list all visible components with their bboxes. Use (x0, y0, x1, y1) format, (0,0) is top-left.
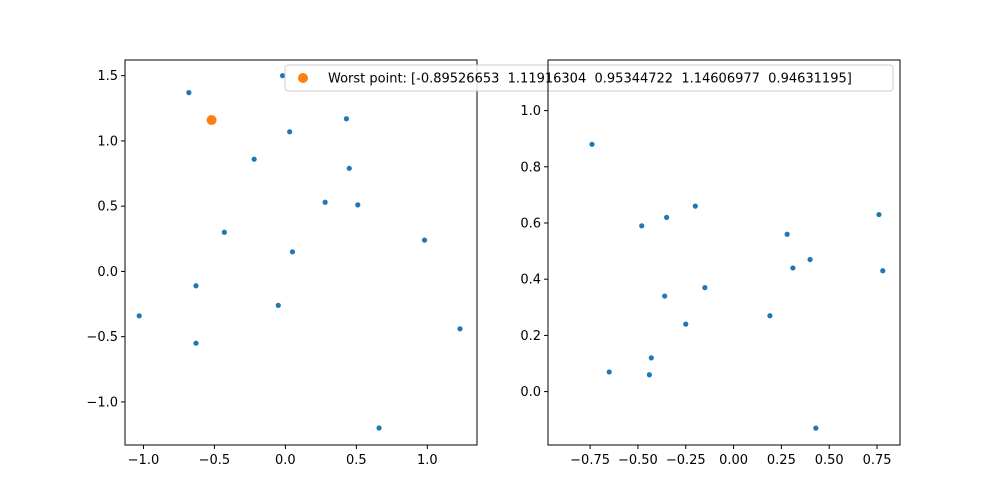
y-tick-label: 0.0 (520, 385, 541, 400)
x-tick-label: 0.25 (767, 453, 796, 468)
y-tick-label: −1.0 (86, 395, 118, 410)
data-point (876, 211, 882, 218)
x-tick-label: 0.0 (275, 453, 296, 468)
data-point (136, 313, 142, 319)
data-point (193, 283, 199, 289)
x-tick-label: −0.25 (666, 453, 706, 468)
x-tick-label: 0.5 (346, 453, 367, 468)
data-point (421, 237, 428, 243)
legend: Worst point: [-0.89526653 1.11916304 0.9… (284, 64, 894, 92)
x-tick-label: −1.0 (128, 453, 160, 468)
data-point (279, 73, 286, 79)
x-tick-label: −0.50 (618, 453, 658, 468)
series-1 (589, 141, 886, 431)
data-point (790, 265, 796, 271)
data-point (457, 326, 463, 332)
y-tick-label: 0.6 (520, 216, 541, 231)
series-1 (136, 73, 463, 431)
y-tick-label: 0.8 (520, 160, 541, 175)
axes-frame (547, 59, 901, 446)
data-point (767, 313, 773, 319)
data-point (376, 425, 382, 431)
data-point (646, 372, 652, 378)
x-tick-label: −0.5 (199, 453, 231, 468)
data-point (692, 203, 698, 209)
data-point (355, 202, 361, 208)
y-tick-label: 1.5 (97, 69, 118, 84)
data-point (186, 90, 192, 96)
x-tick-label: 0.00 (719, 453, 748, 468)
subplot-1: −1.0 −0.5 0.0 0.5 1.0 −1.0 −0.5 0.0 0.5 1.0 1.5 (86, 59, 478, 468)
data-point (702, 285, 708, 291)
data-point (639, 223, 645, 229)
data-point (287, 129, 293, 135)
y-tick-label: −0.5 (86, 330, 118, 345)
series-2 (206, 115, 217, 126)
data-point (322, 199, 328, 205)
x-tick-label: 0.50 (815, 453, 844, 468)
data-point (606, 369, 612, 375)
y-tick-label: 0.2 (520, 329, 541, 344)
plot-layer: −1.0 −0.5 0.0 0.5 1.0 −1.0 −0.5 0.0 0.5 1.0 1.5 Wor… (86, 59, 901, 468)
x-tick-label: 0.75 (863, 453, 892, 468)
legend-marker (298, 73, 308, 83)
data-point (343, 116, 350, 122)
y-tick-label: 1.0 (97, 134, 118, 149)
y-tick-label: 0.0 (97, 265, 118, 280)
subplot-2: −0.75 −0.50 −0.25 0.00 0.25 0.50 0.75 0.0 0.2 0.4… (520, 59, 901, 468)
data-point (664, 214, 670, 220)
data-point (589, 141, 595, 147)
axes-frame (124, 59, 478, 446)
x-tick-label: 1.0 (417, 453, 438, 468)
legend-label: Worst point: [-0.89526653 1.11916304 0.9… (328, 72, 852, 87)
data-point (807, 256, 813, 263)
data-point (662, 293, 668, 299)
x-tick-label: −0.75 (570, 453, 610, 468)
data-point (275, 302, 281, 308)
data-point (193, 340, 199, 346)
data-point (683, 321, 689, 327)
worst-point-marker (206, 115, 217, 126)
data-point (221, 229, 227, 235)
data-point (251, 156, 257, 162)
y-tick-label: 1.0 (520, 104, 541, 119)
y-tick-label: 0.5 (97, 200, 118, 215)
data-point (648, 355, 654, 361)
data-point (346, 165, 352, 171)
data-point (880, 268, 886, 274)
data-point (784, 231, 790, 237)
data-point (813, 425, 819, 431)
data-point (289, 249, 296, 255)
legend-box (284, 64, 894, 92)
y-tick-label: 0.4 (520, 273, 541, 288)
